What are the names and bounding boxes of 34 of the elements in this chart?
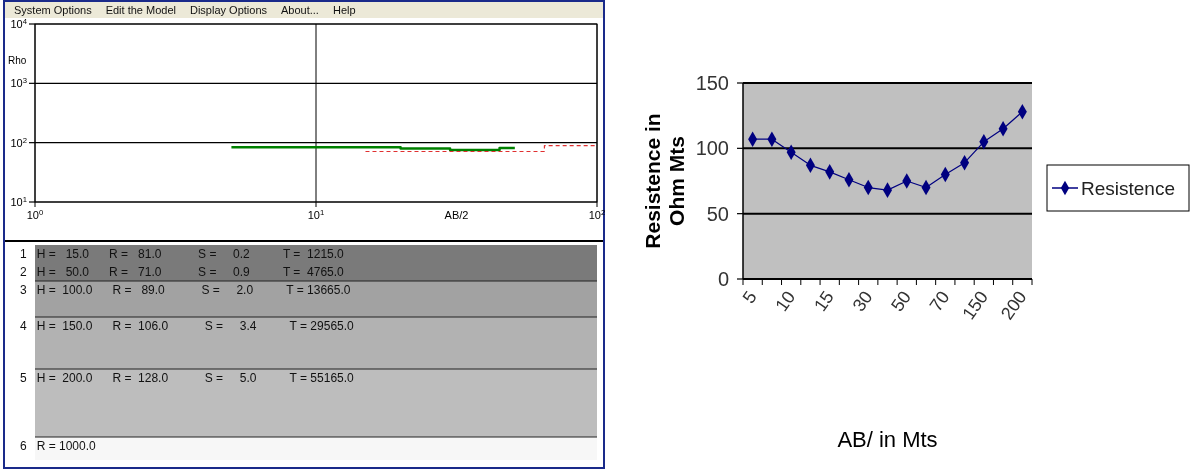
x-tick-label: 50	[887, 287, 915, 316]
y-tick-label: 10$^{4}$	[10, 16, 28, 30]
table-row: 6 R = 1000.0	[20, 436, 598, 460]
text: Display Options	[189, 4, 268, 16]
y-axis-title: Resistence in Ohm Mts	[641, 113, 689, 249]
x-tick-label: 10$^{2}$	[588, 207, 606, 221]
text: Edit the Model	[105, 4, 176, 16]
text: System Options	[14, 4, 93, 16]
x-tick-label: 30	[848, 287, 877, 316]
legend-label: Resistence	[1081, 177, 1175, 199]
x-tick-label: 200	[996, 287, 1031, 324]
x-tick-label: 10	[771, 287, 800, 316]
table-row: 1 H = 15.0 R = 81.0 S = 0.2 T = 1215.0	[20, 245, 597, 263]
text: Help	[332, 4, 356, 16]
x-tick-label: 150	[958, 287, 993, 324]
table-row: 3 H = 100.0 R = 89.0 S = 2.0 T = 13665.0	[20, 280, 598, 317]
y-tick-label: 10$^{1}$	[10, 194, 27, 208]
y-tick-label: 150	[695, 72, 729, 94]
x-tick-label: 15	[810, 287, 838, 316]
table-row: 5 H = 200.0 R = 128.0 S = 5.0 T = 55165.0	[20, 368, 598, 437]
x-tick-label: 70	[925, 287, 954, 316]
text: About...	[281, 4, 319, 16]
x-tick-label: 10$^{0}$	[26, 207, 44, 221]
y-tick-label: 0	[717, 268, 729, 290]
y-tick-label: 100	[695, 137, 729, 160]
y-tick-label: 10$^{2}$	[10, 135, 27, 149]
y-axis-title: Rho	[8, 55, 27, 66]
x-axis-title: AB/ in Mts	[837, 427, 938, 452]
y-tick-label: 10$^{3}$	[10, 75, 27, 90]
x-tick-label: 5	[738, 287, 761, 307]
x-axis-title: AB/2	[444, 209, 469, 221]
x-tick-label: 10$^{1}$	[307, 207, 325, 221]
table-row: 4 H = 150.0 R = 106.0 S = 3.4 T = 29565.0	[20, 316, 598, 369]
table-row: 2 H = 50.0 R = 71.0 S = 0.9 T = 4765.0	[20, 263, 597, 281]
